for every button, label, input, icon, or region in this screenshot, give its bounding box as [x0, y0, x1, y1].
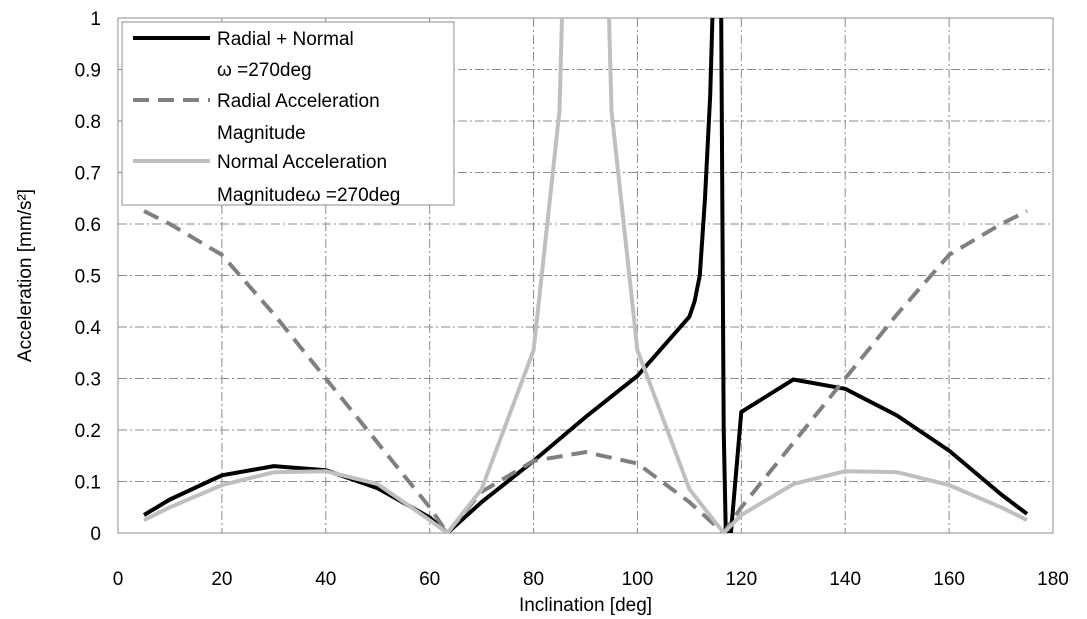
plot-area-border: [117, 17, 1054, 534]
x-tick-label: 0: [113, 569, 124, 590]
x-tick-label: 120: [725, 569, 757, 590]
x-tick-label: 20: [211, 569, 232, 590]
y-tick-label: 0.3: [75, 370, 101, 391]
x-tick-label: 40: [315, 569, 336, 590]
y-tick-label: 0.8: [75, 112, 101, 133]
legend: Radial + Normal ω =270deg Radial Accelerat…: [121, 21, 455, 206]
y-tick-labels: 0 0.1 0.2 0.3 0.4 0.5 0.6 0.7 0.8 0.9 1: [75, 9, 102, 545]
x-tick-label: 180: [1037, 569, 1069, 590]
x-tick-labels: 0 20 40 60 80 100 120 140 160 180: [113, 569, 1069, 590]
x-tick-label: 60: [419, 569, 440, 590]
y-tick-label: 0.2: [75, 421, 101, 442]
x-axis-title: Inclination [deg]: [519, 595, 652, 616]
y-tick-label: 1: [90, 9, 101, 30]
series-line-1: [142, 18, 1029, 533]
y-tick-label: 0.9: [75, 61, 101, 82]
legend-label-2-line-1: Radial Acceleration: [217, 91, 380, 112]
legend-label-1-line-2: ω =270deg: [217, 60, 312, 81]
y-axis-title: Acceleration [mm/s²]: [15, 189, 36, 362]
series-line-3: [143, 18, 1028, 533]
x-tick-label: 100: [622, 569, 654, 590]
x-tick-label: 140: [829, 569, 861, 590]
y-tick-label: 0.5: [75, 267, 101, 288]
plot-frame: [117, 17, 1054, 534]
legend-label-3-line-2: Magnitudeω =270deg: [217, 185, 400, 206]
series-line-2: [143, 209, 1028, 533]
y-tick-label: 0: [90, 524, 101, 545]
legend-label-3-line-1: Normal Acceleration: [217, 152, 387, 173]
legend-label-1-line-1: Radial + Normal: [217, 29, 354, 50]
y-tick-label: 0.4: [75, 318, 102, 339]
legend-box: [121, 21, 455, 206]
y-tick-label: 0.7: [75, 164, 101, 185]
x-tick-label: 80: [523, 569, 544, 590]
y-tick-label: 0.1: [75, 473, 101, 494]
x-tick-label: 160: [933, 569, 965, 590]
legend-label-2-line-2: Magnitude: [217, 123, 306, 144]
series-layer: [142, 18, 1029, 533]
y-tick-label: 0.6: [75, 215, 101, 236]
